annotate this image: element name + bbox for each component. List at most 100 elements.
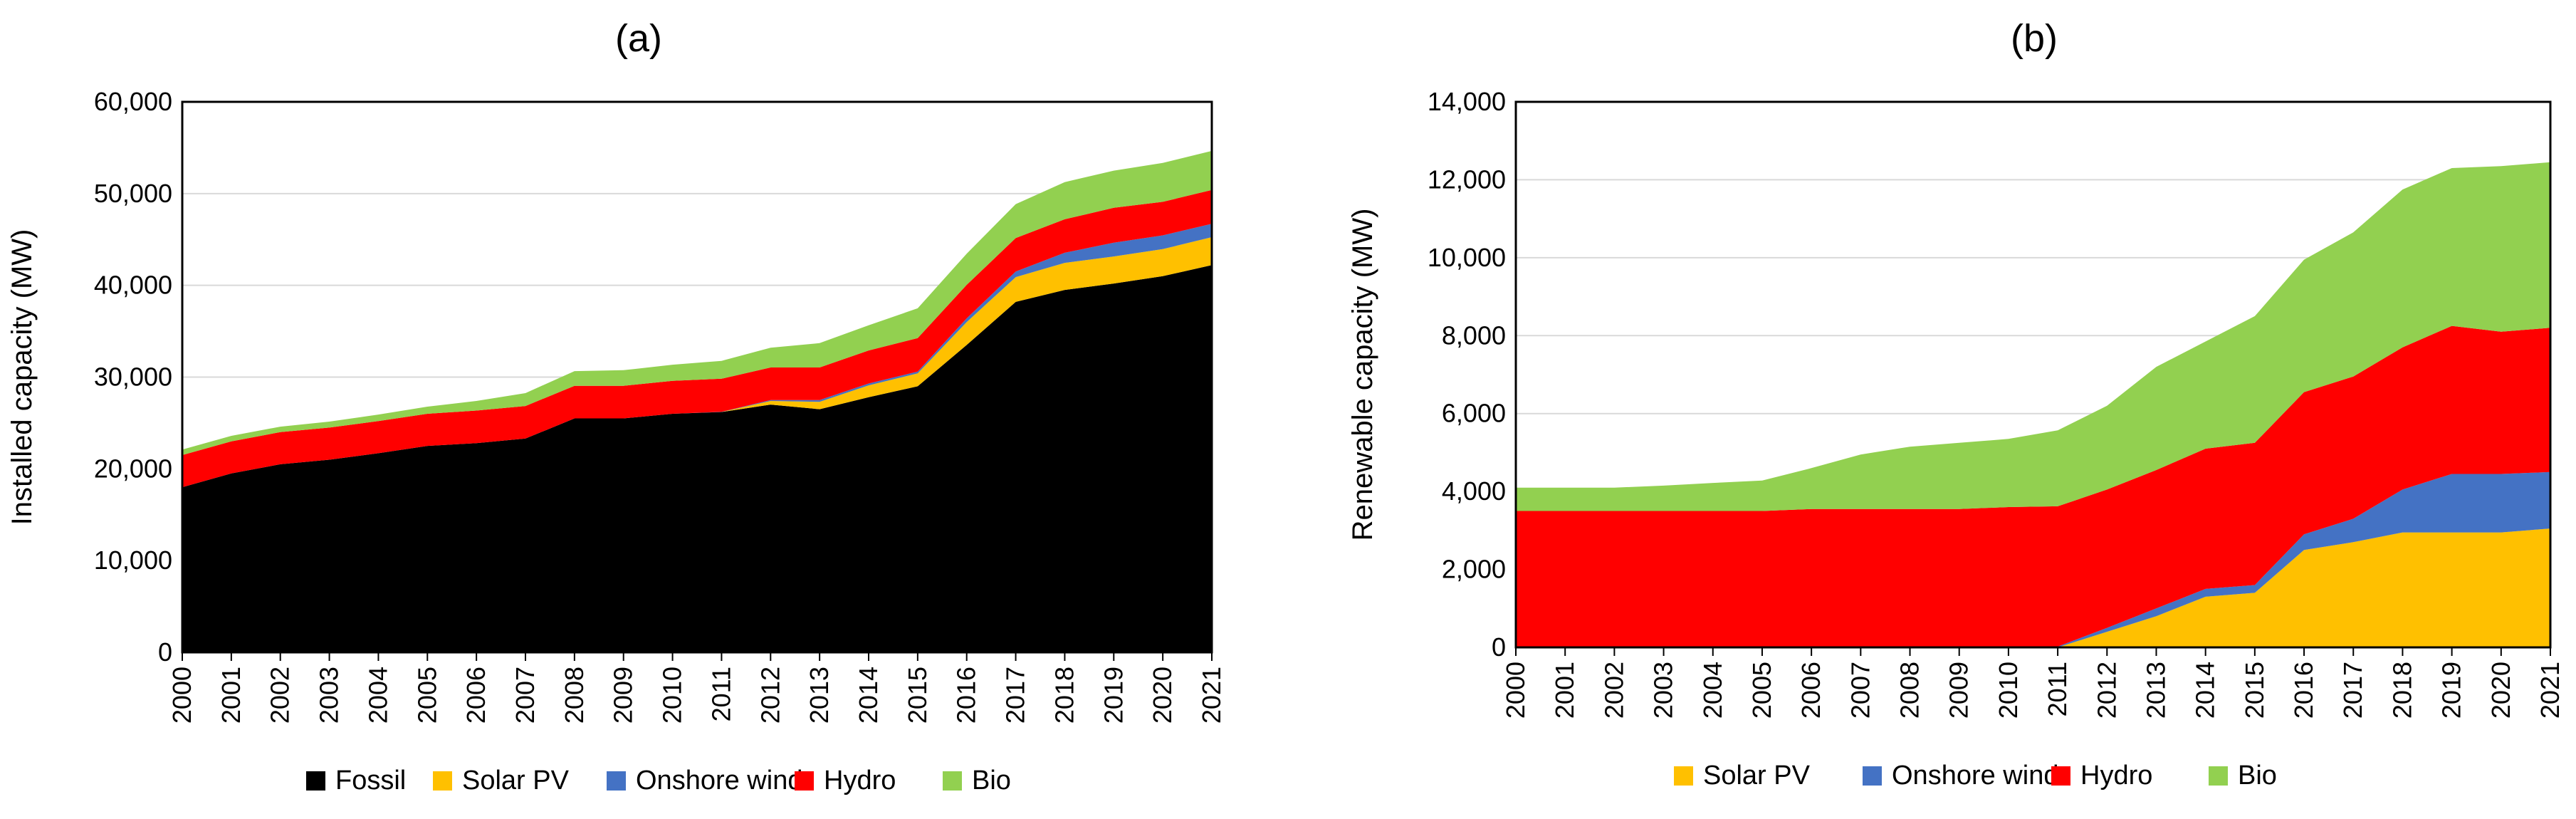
x-tick-label: 2021 [2535,662,2565,719]
legend-label: Onshore wind [636,766,802,795]
legend-item: Fossil [306,766,406,795]
x-tick-label: 2008 [560,667,589,724]
y-tick-label: 2,000 [1442,555,1506,584]
legend-swatch [795,771,814,791]
chart-title: (b) [2011,17,2058,60]
panel-b-renewable-capacity: (b) 0 2,000 4,000 6,000 8,000 10,000 12,000 14,0… [1288,0,2576,819]
x-tick-label: 2013 [805,667,834,724]
legend-item: Hydro [2051,761,2152,791]
x-tick-label: 2000 [167,667,197,724]
x-tick-label: 2003 [1649,662,1678,719]
x-tick-label: 2009 [1944,662,1974,719]
legend-item: Solar PV [1674,761,1811,791]
y-tick-label: 4,000 [1442,476,1506,506]
y-tick-label: 40,000 [94,271,172,300]
y-tick-label: 6,000 [1442,399,1506,428]
area-solar-pv [1516,528,2550,647]
legend-item: Bio [943,766,1011,795]
chart-b-svg: (b) 0 2,000 4,000 6,000 8,000 10,000 12,000 14,0… [1347,17,2565,791]
area-hydro [1516,325,2550,647]
area-onshore-wind [182,224,1212,488]
x-tick-label: 2012 [755,667,785,724]
legend-item: Solar PV [433,766,570,795]
legend-swatch [1674,766,1693,786]
area-solar-pv [182,237,1212,488]
legend-item: Onshore wind [607,766,802,795]
y-tick-label: 12,000 [1428,165,1506,194]
y-axis-label: Installed capacity (MW) [6,229,38,526]
x-tick-label: 2007 [511,667,540,724]
legend-item: Hydro [795,766,896,795]
legend-label: Solar PV [1703,761,1811,791]
area-bio [182,150,1212,455]
x-tick-label: 2018 [2387,662,2417,719]
y-tick-label: 20,000 [94,454,172,483]
x-tick-label: 2010 [658,667,687,724]
y-tick-label: 50,000 [94,179,172,208]
legend-swatch [2209,766,2228,786]
x-tick-label: 2008 [1895,662,1925,719]
x-tick-label: 2005 [1747,662,1776,719]
area-onshore-wind [1516,471,2550,647]
chart-a-svg: (a) 0 10,000 20,000 30,000 40,000 50,000 60,000… [6,17,1226,795]
x-tick-label: 2012 [2092,662,2121,719]
x-tick-label: 2017 [2338,662,2367,719]
chart-title: (a) [615,17,662,60]
x-tick-label: 2002 [266,667,295,724]
x-tick-label: 2019 [1099,667,1128,724]
y-tick-label: 14,000 [1428,87,1506,116]
x-tick-label: 2011 [706,667,735,721]
legend-label: Onshore wind [1892,761,2058,791]
y-tick-label: 10,000 [1428,243,1506,272]
legend-swatch [1863,766,1882,786]
x-tick-label: 2001 [216,667,246,724]
x-tick-label: 2001 [1550,662,1579,719]
y-tick-label: 60,000 [94,87,172,116]
x-tick-label: 2000 [1501,662,1530,719]
legend-label: Solar PV [462,766,570,795]
y-tick-label: 0 [1492,632,1506,662]
x-tick-label: 2004 [363,667,392,724]
x-tick-label: 2006 [461,667,491,724]
legend-item: Onshore wind [1863,761,2058,791]
legend-swatch [607,771,626,791]
x-tick-label: 2002 [1599,662,1628,719]
x-tick-label: 2013 [2141,662,2170,719]
x-tick-label: 2007 [1845,662,1875,719]
x-tick-label: 2015 [903,667,932,724]
y-tick-label: 8,000 [1442,320,1506,350]
plot-frame [1514,100,2552,649]
legend: Solar PV Onshore wind Hydro Bio [1674,761,2277,791]
x-tick-label: 2019 [2437,662,2466,719]
x-tick-label: 2020 [1148,667,1177,724]
y-tick-label: 10,000 [94,546,172,575]
x-tick-label: 2021 [1197,667,1226,724]
x-tick-label: 2016 [952,667,981,724]
x-tick-label: 2016 [2289,662,2318,719]
legend-swatch [2051,766,2070,786]
area-hydro [182,189,1212,488]
x-tick-label: 2015 [2240,662,2269,719]
legend: Fossil Solar PV Onshore wind Hydro Bio [306,766,1011,795]
legend-label: Fossil [335,766,406,795]
x-tick-label: 2011 [2043,662,2072,716]
legend-swatch [433,771,452,791]
x-tick-label: 2009 [609,667,638,724]
legend-label: Bio [972,766,1011,795]
legend-label: Bio [2238,761,2277,791]
legend-swatch [306,771,325,791]
panel-a-installed-capacity: (a) 0 10,000 20,000 30,000 40,000 50,000 60,000… [6,17,1226,795]
area-bio [1516,162,2550,511]
x-tick-label: 2018 [1049,667,1079,724]
y-tick-label: 30,000 [94,362,172,392]
x-tick-label: 2017 [1001,667,1030,724]
x-tick-label: 2003 [315,667,344,724]
x-tick-label: 2010 [1994,662,2023,719]
legend-label: Hydro [2080,761,2152,791]
legend-item: Bio [2209,761,2277,791]
y-tick-label: 0 [158,637,172,667]
x-tick-label: 2014 [2191,662,2220,719]
legend-swatch [943,771,962,791]
area-fossil [182,265,1212,652]
x-tick-label: 2014 [854,667,883,724]
